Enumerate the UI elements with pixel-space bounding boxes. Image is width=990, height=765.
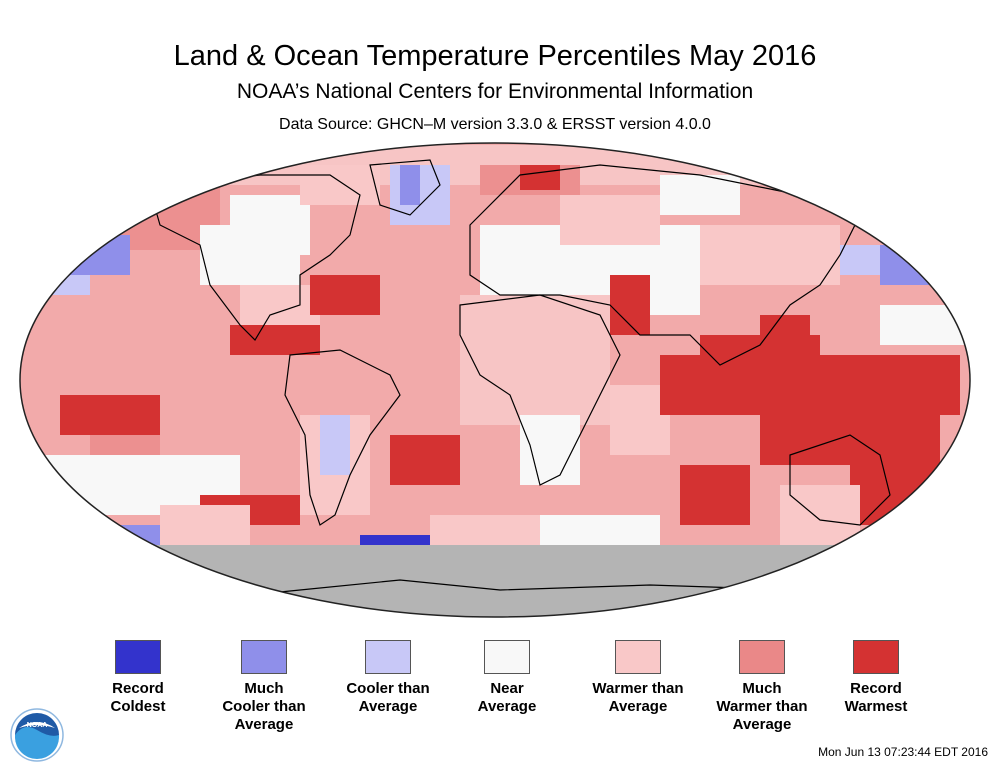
map-field xyxy=(20,143,970,617)
africa-outline xyxy=(459,294,621,486)
antarctica-missing-data xyxy=(20,545,970,617)
map-subtitle: NOAA’s National Centers for Environmenta… xyxy=(236,80,754,103)
legend-item-near-average: Near Average xyxy=(442,640,572,716)
noaa-logo-icon: NOAA xyxy=(10,708,64,762)
legend-item-much-warmer: Much Warmer than Average xyxy=(697,640,827,734)
legend-label: Much Cooler than Average xyxy=(222,680,306,733)
australia-outline xyxy=(789,434,891,526)
legend-swatch xyxy=(484,640,530,674)
legend-swatch xyxy=(115,640,161,674)
legend-item-warmer: Warmer than Average xyxy=(573,640,703,716)
legend-label: Record Coldest xyxy=(110,680,166,715)
world-map xyxy=(19,142,971,618)
eurasia-outline xyxy=(469,164,861,366)
south-america-outline xyxy=(284,349,401,526)
legend-label: Warmer than Average xyxy=(592,680,684,715)
legend-swatch xyxy=(241,640,287,674)
map-title: Land & Ocean Temperature Percentiles May… xyxy=(173,40,817,72)
svg-text:NOAA: NOAA xyxy=(27,722,48,729)
legend-label: Cooler than Average xyxy=(346,680,430,715)
cold-patch-bering xyxy=(40,235,130,275)
legend-item-much-cooler: Much Cooler than Average xyxy=(199,640,329,734)
legend-swatch xyxy=(739,640,785,674)
north-america-outline xyxy=(149,174,361,341)
legend-item-record-warmest: Record Warmest xyxy=(811,640,941,716)
legend-swatch xyxy=(853,640,899,674)
legend-label: Record Warmest xyxy=(844,680,908,715)
timestamp: Mon Jun 13 07:23:44 EDT 2016 xyxy=(818,745,988,759)
legend-swatch xyxy=(365,640,411,674)
legend-item-cooler: Cooler than Average xyxy=(323,640,453,716)
legend-label: Much Warmer than Average xyxy=(716,680,808,733)
legend-label: Near Average xyxy=(477,680,537,715)
data-source: Data Source: GHCN–M version 3.3.0 & ERSS… xyxy=(279,116,711,133)
greenland-outline xyxy=(369,159,441,216)
legend-swatch xyxy=(615,640,661,674)
legend-item-record-coldest: Record Coldest xyxy=(73,640,203,716)
legend: Record Coldest Much Cooler than Average … xyxy=(0,640,990,740)
globe-border xyxy=(19,142,971,618)
